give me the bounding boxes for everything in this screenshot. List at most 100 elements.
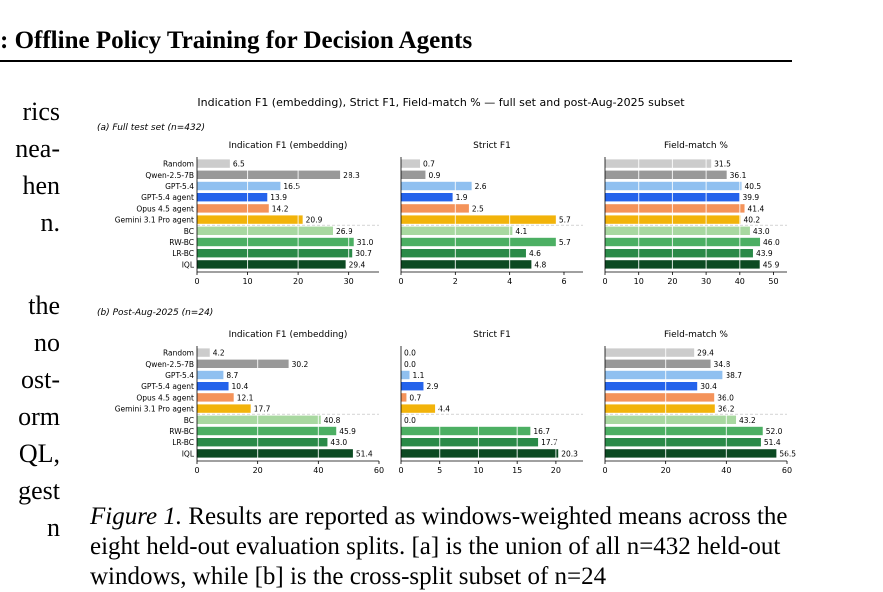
x-tick-label: 60 (374, 466, 384, 475)
bar-gpt-5-4 (401, 181, 472, 191)
x-tick-label: 30 (701, 277, 711, 286)
value-label: 17.7 (254, 405, 271, 414)
x-tick-label: 10 (634, 277, 644, 286)
value-label: 45.9 (763, 260, 780, 269)
bar-bc (605, 415, 737, 424)
left-text-line: rics (22, 97, 60, 126)
bar-gpt-5-4 (197, 181, 281, 191)
bar-bc (605, 226, 750, 235)
value-label: 41.4 (748, 204, 765, 213)
bar-gpt-5-4-agent (401, 193, 453, 202)
x-tick-label: 0 (398, 466, 403, 475)
bar-gpt-5-4-agent (605, 382, 698, 391)
value-label: 4.2 (213, 349, 225, 358)
category-label: BC (184, 227, 194, 236)
x-tick-label: 20 (253, 466, 263, 475)
value-label: 31.0 (357, 238, 374, 247)
figure-1: Indication F1 (embedding), Strict F1, Fi… (97, 96, 796, 475)
bar-qwen-2-5-7b (197, 359, 289, 368)
category-label: Random (163, 160, 194, 169)
value-label: 36.1 (730, 171, 747, 180)
chart-panel-b-2: Field-match %29.434.838.730.436.036.243.… (602, 330, 796, 475)
x-tick-label: 10 (473, 466, 483, 475)
bar-gemini-3-1-pro-agent (605, 404, 715, 413)
value-label: 52.0 (766, 427, 783, 436)
x-tick-label: 5 (437, 466, 442, 475)
x-tick-label: 0 (398, 277, 403, 286)
value-label: 1.9 (456, 193, 468, 202)
value-label: 45.9 (339, 427, 356, 436)
value-label: 4.1 (515, 227, 527, 236)
x-tick-label: 20 (661, 466, 671, 475)
bar-gemini-3-1-pro-agent (197, 404, 251, 413)
row-label-b: (b) Post-Aug-2025 (n=24) (97, 308, 213, 318)
row-label-a: (a) Full test set (n=432) (97, 123, 205, 133)
value-label: 16.5 (283, 182, 300, 191)
category-label: RW-BC (169, 427, 194, 436)
bar-gpt-5-4 (401, 370, 410, 380)
bar-iql (401, 260, 532, 269)
x-tick-label: 60 (782, 466, 792, 475)
x-tick-label: 40 (735, 277, 745, 286)
value-label: 13.9 (270, 193, 287, 202)
bar-qwen-2-5-7b (401, 170, 426, 179)
left-text-line: n (47, 513, 60, 542)
category-label: GPT-5.4 agent (141, 382, 194, 391)
category-label: Opus 4.5 agent (136, 393, 194, 402)
value-label: 0.0 (404, 416, 416, 425)
panel-title: Strict F1 (473, 330, 511, 340)
bar-opus-4-5-agent (605, 393, 715, 402)
value-label: 5.7 (559, 216, 571, 225)
value-label: 17.7 (541, 438, 558, 447)
panel-title: Indication F1 (embedding) (229, 141, 348, 151)
value-label: 51.4 (764, 438, 781, 447)
bar-iql (605, 449, 777, 458)
value-label: 36.0 (717, 393, 734, 402)
value-label: 43.0 (330, 438, 347, 447)
value-label: 56.5 (779, 449, 796, 458)
value-label: 29.4 (349, 260, 366, 269)
value-label: 46.0 (763, 238, 780, 247)
panel-title: Strict F1 (473, 141, 511, 151)
value-label: 0.7 (409, 393, 421, 402)
header-prefix: : (0, 27, 9, 54)
left-text-line: ost- (21, 365, 60, 394)
bar-random (197, 348, 210, 357)
x-tick-label: 15 (512, 466, 522, 475)
bar-rw-bc (605, 426, 763, 436)
value-label: 31.5 (714, 160, 731, 169)
left-column-text: rics nea- hen n. the no ost- orm QL, ges… (0, 93, 60, 546)
value-label: 30.7 (355, 249, 372, 258)
category-label: GPT-5.4 (165, 371, 194, 380)
bar-qwen-2-5-7b (605, 359, 711, 368)
value-label: 12.1 (237, 393, 254, 402)
bar-random (197, 159, 230, 168)
bar-lr-bc (197, 438, 328, 447)
bar-random (605, 348, 695, 357)
bar-lr-bc (605, 438, 761, 447)
value-label: 1.1 (413, 371, 425, 380)
value-label: 40.8 (324, 416, 341, 425)
bar-random (401, 159, 421, 168)
value-label: 40.5 (745, 182, 762, 191)
value-label: 30.4 (700, 382, 717, 391)
category-label: LR-BC (172, 438, 194, 447)
x-tick-label: 20 (551, 466, 561, 475)
bar-iql (401, 449, 559, 458)
category-label: RW-BC (169, 238, 194, 247)
x-tick-label: 50 (768, 277, 778, 286)
value-label: 26.9 (336, 227, 353, 236)
value-label: 2.9 (426, 382, 438, 391)
bar-gemini-3-1-pro-agent (197, 215, 303, 224)
x-tick-label: 4 (507, 277, 512, 286)
bar-gpt-5-4 (605, 370, 723, 380)
bar-rw-bc (401, 237, 556, 247)
chart-panel-a-0: Indication F1 (embedding) 6.5 Random 28.3 Qw… (115, 141, 379, 286)
x-tick-label: 10 (242, 277, 252, 286)
value-label: 40.2 (743, 216, 760, 225)
value-label: 8.7 (226, 371, 238, 380)
left-text-line: n. (40, 208, 61, 237)
caption-label: Figure 1. (90, 503, 183, 530)
value-label: 38.7 (725, 371, 742, 380)
category-label: Gemini 3.1 Pro agent (115, 405, 194, 414)
